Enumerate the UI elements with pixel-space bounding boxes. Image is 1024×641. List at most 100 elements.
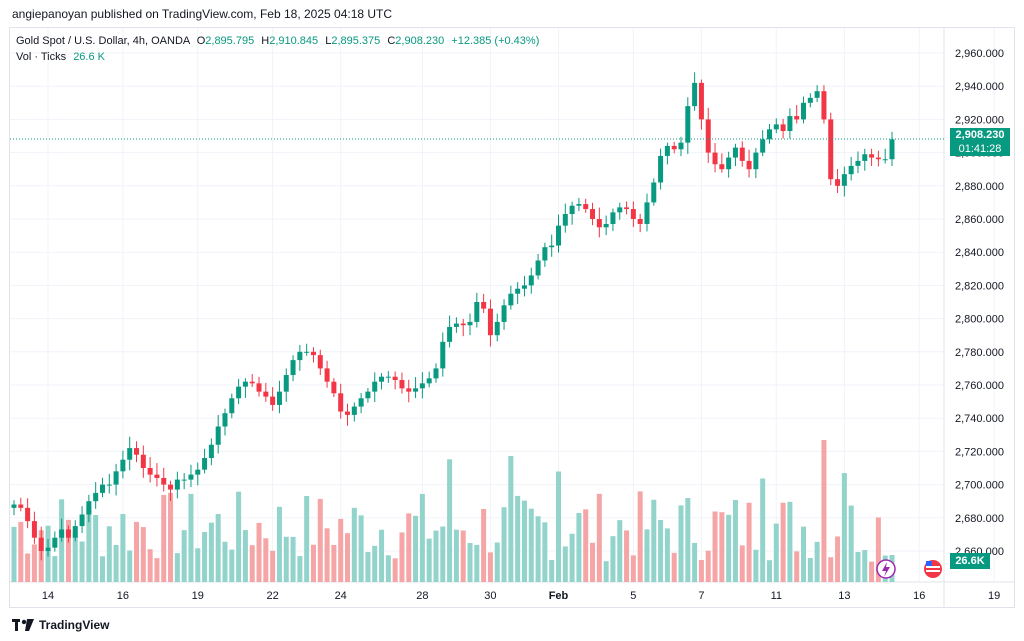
candle-body xyxy=(528,275,534,286)
volume-bar xyxy=(18,521,24,582)
volume-bar xyxy=(678,505,684,582)
x-tick-label: 14 xyxy=(42,590,54,602)
volume-bar xyxy=(215,514,221,582)
candle-body xyxy=(719,164,725,170)
high-label: H xyxy=(261,35,270,47)
volume-bar xyxy=(814,541,820,582)
volume-bar xyxy=(310,544,316,582)
y-tick-label: 2,940.000 xyxy=(955,81,1004,93)
y-tick-label: 2,740.000 xyxy=(955,413,1004,425)
publisher-line: angiepanoyan published on TradingView.co… xyxy=(12,7,393,21)
volume-bar xyxy=(338,518,344,582)
x-tick-label: Feb xyxy=(549,590,569,602)
volume-bar xyxy=(494,542,500,582)
y-tick-label: 2,880.000 xyxy=(955,181,1004,193)
volume-bar xyxy=(583,509,589,582)
candle-body xyxy=(195,469,201,475)
candle-body xyxy=(406,388,412,392)
volume-bar xyxy=(236,491,242,582)
volume-bar xyxy=(787,501,793,582)
candle-body xyxy=(889,139,895,160)
volume-bar xyxy=(351,507,357,582)
volume-bar xyxy=(841,473,847,582)
candle-body xyxy=(678,142,684,150)
volume-bar xyxy=(392,558,398,582)
candle-body xyxy=(113,471,119,485)
volume-bar xyxy=(222,541,228,582)
volume-bar xyxy=(528,508,534,582)
candle-body xyxy=(617,207,623,213)
candle-body xyxy=(705,119,711,153)
candle-body xyxy=(562,214,568,226)
candle-body xyxy=(726,157,732,170)
candle-body xyxy=(467,321,473,326)
volume-bar xyxy=(766,560,772,582)
candle-body xyxy=(658,155,664,183)
volume-bar xyxy=(256,522,262,582)
candle-body xyxy=(603,223,609,228)
candle-body xyxy=(18,504,24,508)
candle-body xyxy=(862,154,868,161)
volume-label[interactable]: Vol · Ticks xyxy=(16,51,67,63)
volume-bar xyxy=(576,513,582,582)
volume-bar xyxy=(168,492,174,582)
candle-body xyxy=(501,305,507,322)
change-value: +12.385 (+0.43%) xyxy=(451,35,540,47)
volume-bar xyxy=(127,550,133,582)
candle-body xyxy=(147,468,153,475)
chart-frame xyxy=(9,27,1015,608)
volume-bar xyxy=(290,536,296,582)
candle-body xyxy=(487,308,493,336)
candle-body xyxy=(549,245,555,248)
x-tick-label: 7 xyxy=(698,590,704,602)
candle-body xyxy=(188,474,194,480)
volume-bar xyxy=(562,546,568,582)
candle-body xyxy=(801,102,807,120)
volume-bar xyxy=(610,536,616,582)
volume-bar xyxy=(569,533,575,582)
volume-bar xyxy=(440,526,446,582)
open-value: 2,895.795 xyxy=(205,35,255,47)
low-label: L xyxy=(325,35,332,47)
candle-body xyxy=(882,159,888,161)
x-tick-label: 28 xyxy=(416,590,428,602)
candle-body xyxy=(869,154,875,158)
candle-body xyxy=(215,426,221,445)
brand-footer[interactable]: TradingView xyxy=(12,618,109,632)
volume-bar xyxy=(365,552,371,582)
candle-body xyxy=(263,391,269,397)
x-tick-label: 24 xyxy=(335,590,347,602)
volume-bar xyxy=(651,499,657,582)
candle-body xyxy=(38,537,44,551)
volume-bar xyxy=(52,556,58,582)
volume-bar xyxy=(644,529,650,582)
candle-body xyxy=(841,174,847,186)
candle-body xyxy=(331,381,337,394)
candle-body xyxy=(385,376,391,378)
candle-body xyxy=(372,381,378,392)
volume-bar xyxy=(263,538,269,582)
volume-bar xyxy=(93,515,99,582)
candle-body xyxy=(515,288,521,294)
symbol-title[interactable]: Gold Spot / U.S. Dollar, 4h, OANDA xyxy=(16,35,190,47)
volume-bar xyxy=(542,522,548,582)
volume-bar xyxy=(773,523,779,582)
y-tick-label: 2,840.000 xyxy=(955,247,1004,259)
candle-body xyxy=(542,247,548,261)
x-tick-label: 19 xyxy=(988,590,1000,602)
candle-body xyxy=(610,212,616,224)
candle-body xyxy=(290,360,296,376)
volume-bar xyxy=(780,502,786,582)
volume-bar xyxy=(521,500,527,582)
volume-bar xyxy=(685,498,691,582)
candle-body xyxy=(154,474,160,478)
volume-bar xyxy=(229,549,235,582)
volume-bar xyxy=(317,498,323,582)
candle-body xyxy=(297,351,303,361)
candle-body xyxy=(276,391,282,405)
candle-body xyxy=(637,219,643,224)
volume-bar xyxy=(869,561,875,582)
x-tick-label: 16 xyxy=(117,590,129,602)
candle-body xyxy=(555,225,561,246)
